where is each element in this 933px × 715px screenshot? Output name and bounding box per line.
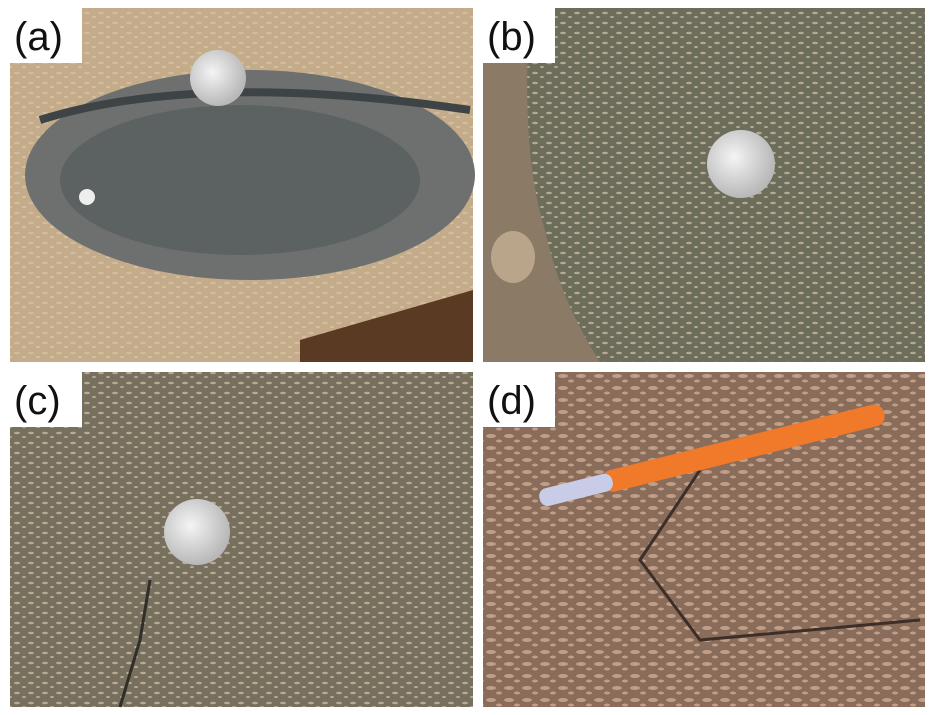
panel-a: (a) xyxy=(10,8,475,362)
enclave-core xyxy=(60,105,420,255)
coin xyxy=(190,50,246,106)
panel-c: (c) xyxy=(10,372,473,707)
panel-b: (b) xyxy=(483,8,925,362)
panel-d: (d) xyxy=(483,372,925,707)
panel-label: (c) xyxy=(14,379,61,423)
panel-label: (b) xyxy=(487,15,536,59)
figure: (a) (b) (c) (d) xyxy=(0,0,933,715)
spot xyxy=(79,189,95,205)
pebble xyxy=(491,231,535,283)
panel-label: (a) xyxy=(14,15,63,59)
coin xyxy=(707,130,775,198)
panel-label: (d) xyxy=(487,379,536,423)
coin xyxy=(164,499,230,565)
